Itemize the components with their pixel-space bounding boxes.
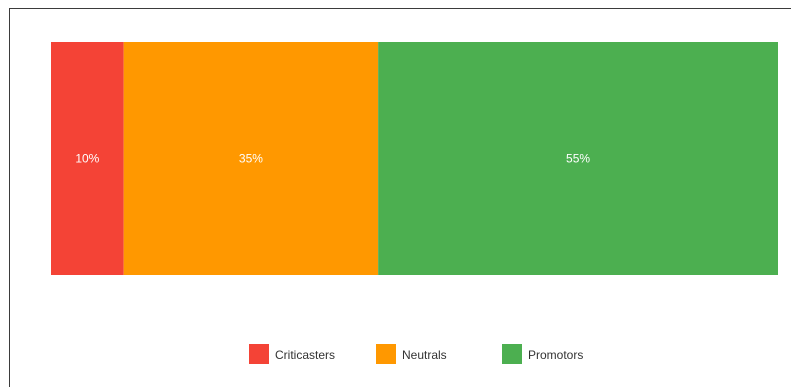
data-label-promotors: 55% [566,152,590,166]
legend-item-promotors[interactable]: Promotors [502,344,583,364]
legend-swatch [376,344,396,364]
bar-segment-criticasters [51,42,124,275]
legend-label: Promotors [528,348,583,362]
bar-segments [51,42,778,275]
legend-item-criticasters[interactable]: Criticasters [249,344,335,364]
legend-swatch [249,344,269,364]
bar-segment-promotors [378,42,778,275]
legend-item-neutrals[interactable]: Neutrals [376,344,447,364]
legend-swatch [502,344,522,364]
chart-legend: Criticasters Neutrals Promotors [249,344,583,364]
legend-label: Criticasters [275,348,335,362]
data-label-criticasters: 10% [75,152,99,166]
segment-labels: 10% 35% 55% [75,152,590,166]
legend-label: Neutrals [402,348,447,362]
bar-segment-neutrals [123,42,379,275]
data-label-neutrals: 35% [239,152,263,166]
